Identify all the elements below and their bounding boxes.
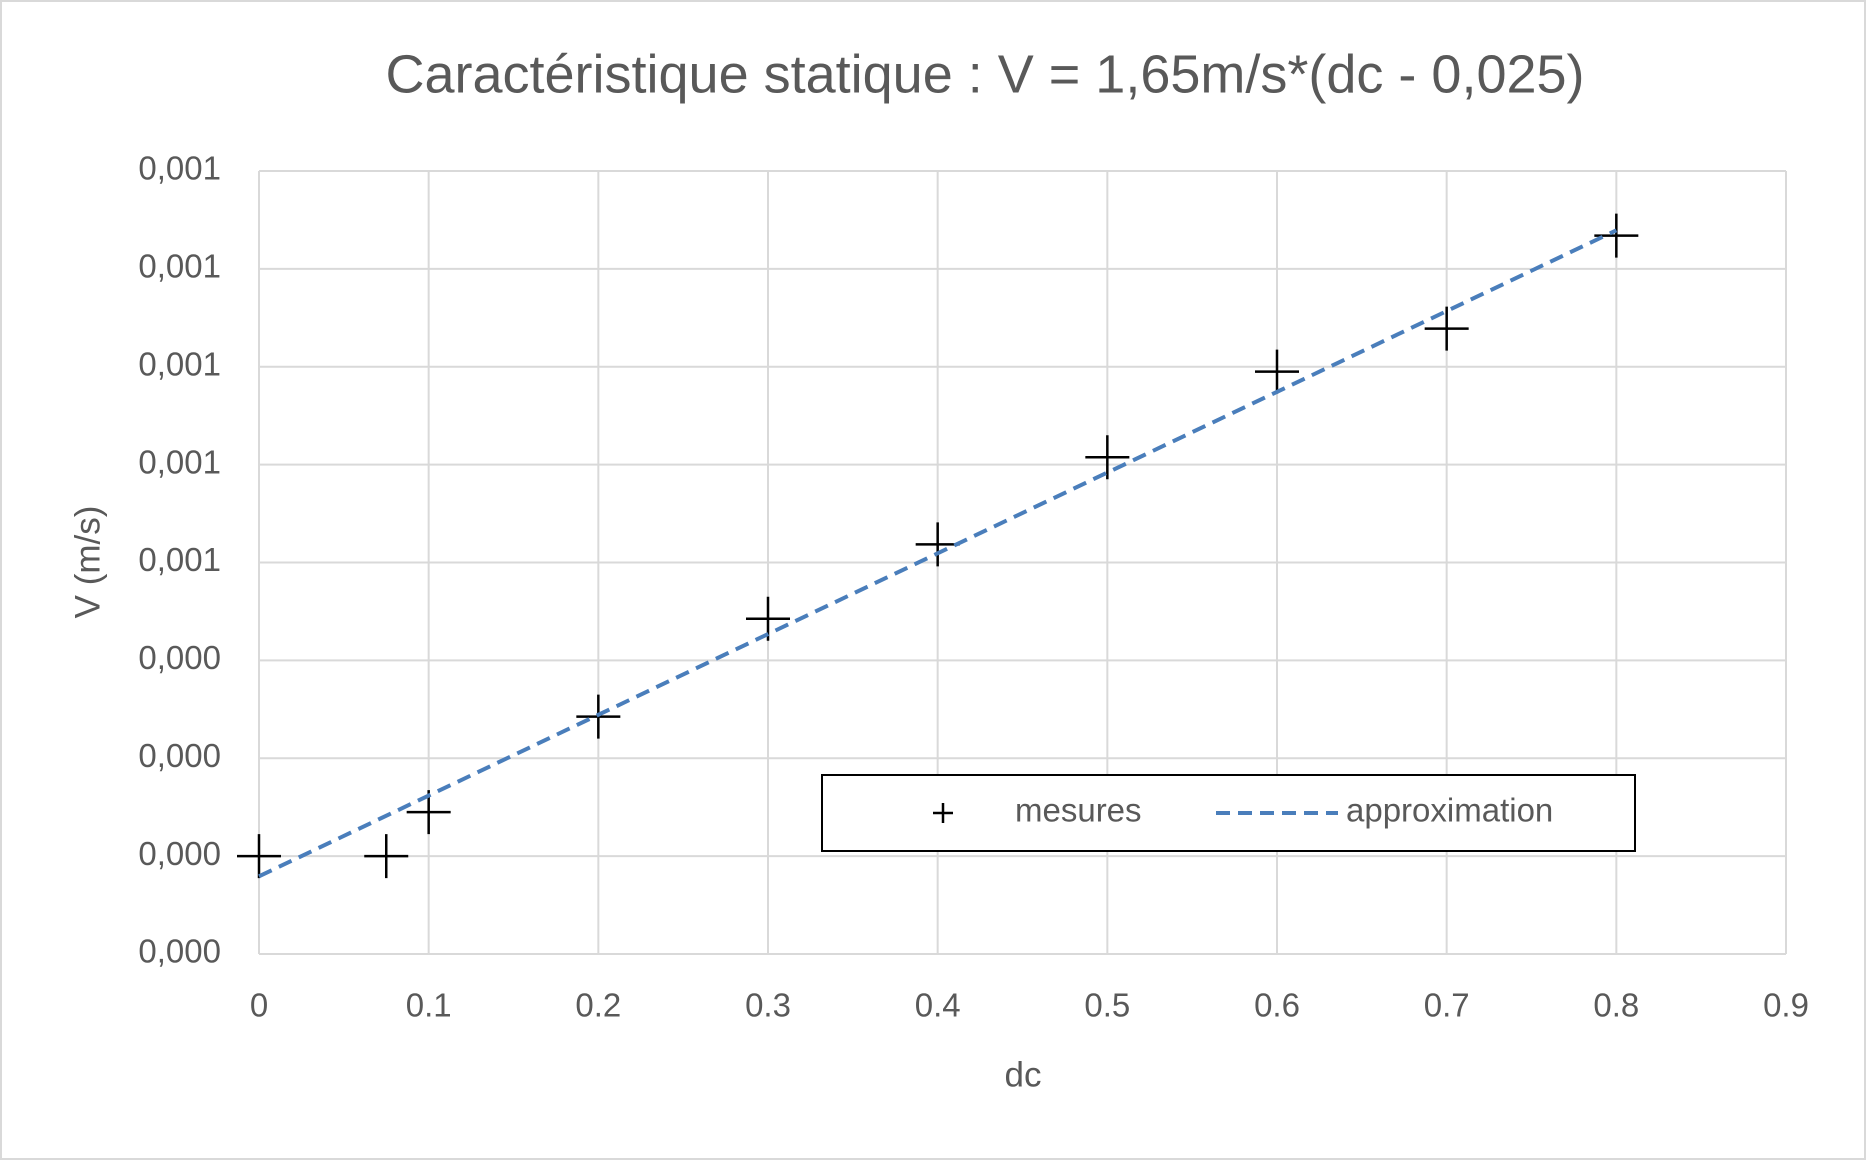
marker (933, 803, 953, 823)
y-tick-label: 0,001 (138, 150, 221, 187)
chart-title: Caractéristique statique : V = 1,65m/s*(… (385, 44, 1584, 104)
x-tick-label: 0.7 (1424, 987, 1470, 1024)
marker (364, 834, 409, 879)
x-tick-label: 0.3 (745, 987, 791, 1024)
y-tick-label: 0,001 (138, 248, 221, 285)
marker (1255, 349, 1299, 394)
x-tick-label: 0.6 (1254, 987, 1300, 1024)
x-tick-label: 0.5 (1084, 987, 1130, 1024)
x-tick-label: 0.2 (575, 987, 621, 1024)
x-tick-label: 0.4 (915, 987, 961, 1024)
y-tick-label: 0,000 (138, 835, 221, 872)
x-tick-label: 0.8 (1593, 987, 1639, 1024)
marker (237, 834, 281, 879)
y-tick-label: 0,001 (138, 345, 221, 382)
marker (1085, 435, 1130, 480)
y-axis-label: V (m/s) (68, 506, 107, 619)
x-tick-label: 0 (250, 987, 268, 1024)
x-axis-label: dc (1005, 1055, 1042, 1094)
y-tick-label: 0,000 (138, 737, 221, 774)
y-tick-label: 0,000 (138, 639, 221, 676)
x-tick-label: 0.1 (406, 987, 452, 1024)
marker (1424, 306, 1469, 351)
x-tick-label: 0.9 (1763, 987, 1809, 1024)
y-tick-label: 0,000 (138, 933, 221, 970)
y-tick-label: 0,001 (138, 443, 221, 480)
y-tick-label: 0,001 (138, 541, 221, 578)
marker (915, 522, 960, 567)
legend-label: approximation (1346, 792, 1553, 829)
trend-line (258, 228, 1618, 879)
legend-label: mesures (1015, 792, 1142, 829)
